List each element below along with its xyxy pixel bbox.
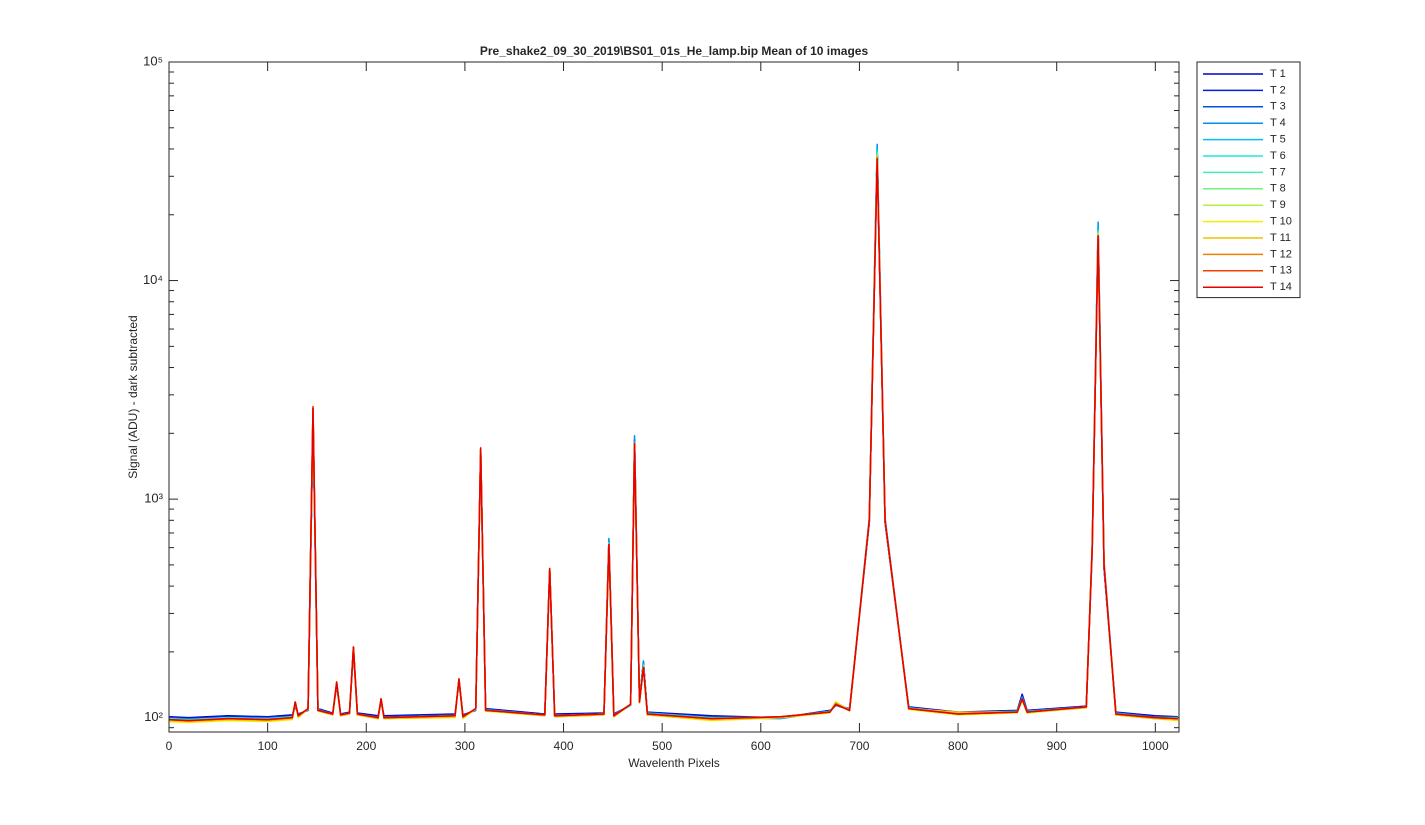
legend-label: T 11 xyxy=(1270,232,1291,244)
x-tick-label: 300 xyxy=(455,739,475,753)
legend-label: T 3 xyxy=(1270,101,1286,113)
legend-label: T 8 xyxy=(1270,183,1286,195)
x-tick-label: 800 xyxy=(948,739,968,753)
x-tick-label: 1000 xyxy=(1142,739,1169,753)
x-tick-label: 500 xyxy=(652,739,672,753)
x-tick-label: 600 xyxy=(751,739,771,753)
y-tick-label: 10³ xyxy=(144,491,163,506)
axes-box xyxy=(168,61,1180,733)
x-tick-label: 100 xyxy=(258,739,278,753)
legend-label: T 9 xyxy=(1270,199,1286,211)
legend-label: T 4 xyxy=(1270,117,1286,129)
legend-label: T 1 xyxy=(1270,68,1286,80)
y-tick-label: 10² xyxy=(144,709,163,724)
legend-label: T 7 xyxy=(1270,166,1286,178)
y-axis-label: Signal (ADU) - dark subtracted xyxy=(126,315,140,478)
x-tick-label: 0 xyxy=(166,739,173,753)
x-tick-label: 200 xyxy=(356,739,376,753)
legend-label: T 14 xyxy=(1270,281,1292,293)
y-tick-label: 10⁴ xyxy=(143,272,163,287)
legend-label: T 2 xyxy=(1270,84,1286,96)
x-tick-label: 400 xyxy=(554,739,574,753)
series-line xyxy=(169,158,1179,722)
x-tick-label: 900 xyxy=(1047,739,1067,753)
legend-label: T 10 xyxy=(1270,216,1292,228)
chart-title: Pre_shake2_09_30_2019\BS01_01s_He_lamp.b… xyxy=(480,44,869,58)
legend-label: T 6 xyxy=(1270,150,1286,162)
legend-label: T 12 xyxy=(1270,248,1292,260)
y-tick-label: 10⁵ xyxy=(143,53,163,68)
series-line xyxy=(169,150,1179,719)
legend-box xyxy=(1196,61,1301,299)
x-axis-label: Wavelenth Pixels xyxy=(628,756,720,770)
legend-label: T 5 xyxy=(1270,134,1286,146)
x-tick-label: 700 xyxy=(849,739,869,753)
legend-label: T 13 xyxy=(1270,265,1292,277)
